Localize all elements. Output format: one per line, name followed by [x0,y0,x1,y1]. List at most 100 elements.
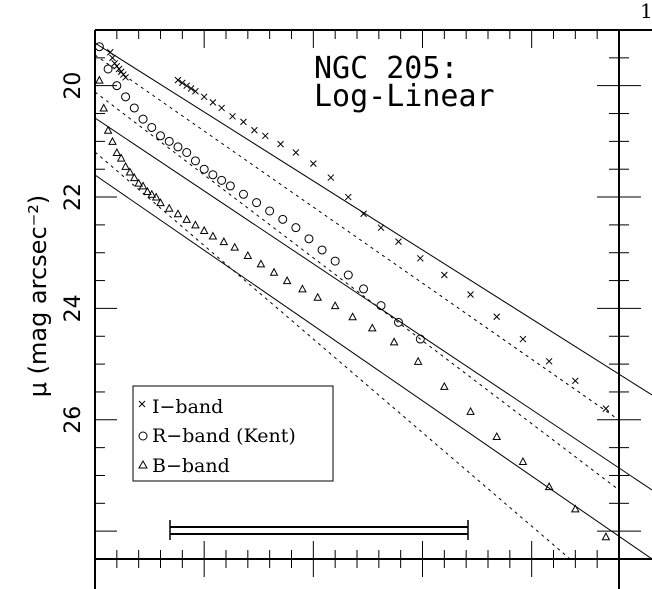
point-i-band [229,112,236,120]
point-i-band [109,54,116,62]
point-b-band [147,189,157,198]
fit-line-i-dotted [94,54,620,421]
y-tick-label: 22 [61,183,86,211]
point-i-band [602,405,610,413]
point-r-band [238,189,248,199]
point-i-band [106,48,114,56]
point-b-band [156,198,165,207]
y-tick-label: 24 [61,294,86,322]
point-b-band [164,203,174,212]
point-r-band [103,64,113,74]
point-r-band [359,284,369,294]
point-b-band [125,167,135,176]
legend: I−band R−band (Kent) B−band [132,385,334,482]
legend-label-r: R−band (Kent) [152,425,296,447]
point-b-band [243,250,253,260]
point-r-band [225,181,235,191]
point-b-band [544,482,554,491]
axis-ticks [94,30,641,577]
y-tick-labels: 20 22 24 26 [61,72,86,434]
point-i-band [416,254,424,262]
point-b-band [129,173,139,182]
point-r-band [147,122,157,132]
point-i-band [209,99,217,106]
point-r-band [208,170,218,180]
point-r-band [199,164,209,174]
point-b-band [121,161,130,170]
point-b-band [108,136,117,145]
point-r-band [415,334,425,344]
point-b-band [112,147,122,157]
point-r-band [94,42,104,52]
point-r-band [376,301,386,311]
point-i-band [440,271,448,279]
point-i-band [240,118,247,126]
point-b-band [256,259,266,268]
point-b-band [143,186,152,195]
point-b-band [570,504,580,513]
point-b-band [601,532,611,541]
point-r-band [182,148,192,158]
data-markers [94,42,611,541]
point-r-band [343,270,353,280]
legend-entry-b: B−band [138,455,230,477]
legend-entry-r: R−band (Kent) [138,425,296,447]
point-i-band [545,357,553,365]
point-i-band [122,73,129,81]
point-b-band [151,192,161,201]
point-b-band [191,220,200,229]
point-r-band [112,81,122,91]
plot-frame [94,29,652,589]
point-r-band [393,317,403,327]
legend-box [132,385,334,482]
fit-line-i-solid [94,42,652,396]
point-b-band [199,225,209,234]
point-b-band [466,406,475,415]
point-r-band [190,156,200,166]
point-b-band [518,456,528,466]
point-b-band [138,181,148,190]
point-b-band [348,312,357,321]
point-b-band [282,276,292,285]
point-b-band [95,75,104,84]
point-r-band [121,92,131,102]
point-i-band [519,335,527,343]
point-r-band [164,136,174,146]
point-i-band [261,132,269,140]
point-i-band [218,104,225,112]
legend-marker-circle [138,431,148,441]
point-r-band [217,175,227,185]
point-r-band [265,206,275,216]
point-b-band [103,125,113,134]
point-i-band [192,87,199,95]
legend-entry-i: I−band [138,396,223,418]
point-b-band [439,381,449,390]
point-r-band [278,214,288,224]
point-i-band [178,79,186,87]
legend-marker-cross [138,400,146,408]
point-b-band [313,292,323,301]
point-r-band [252,198,262,208]
chart-title: NGC 205: [314,51,459,86]
point-i-band [467,291,474,298]
point-i-band [309,160,317,167]
point-b-band [116,153,126,162]
legend-label-b: B−band [152,455,230,477]
point-b-band [182,214,192,223]
point-b-band [230,242,240,251]
point-b-band [330,301,340,310]
point-r-band [156,131,165,141]
point-r-band [138,114,148,124]
point-b-band [173,209,183,218]
fit-line-r-dotted [94,91,620,491]
point-i-band [200,93,208,101]
point-i-band [174,76,182,84]
point-r-band [317,245,327,255]
corner-label: 1 [640,0,652,23]
y-tick-label: 20 [61,72,86,100]
chart-subtitle: Log-Linear [314,79,495,114]
legend-marker-triangle [138,459,148,469]
point-b-band [492,431,502,440]
point-b-band [269,267,279,276]
point-i-band [377,224,385,232]
